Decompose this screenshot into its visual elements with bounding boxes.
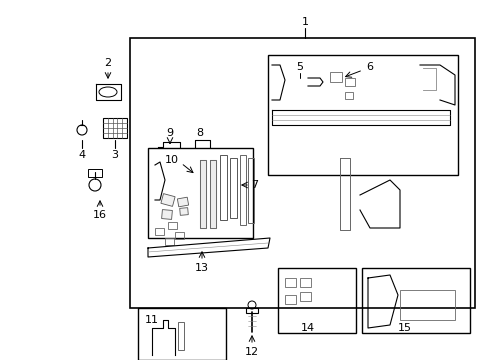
Bar <box>267 55 457 175</box>
Text: 9: 9 <box>166 128 173 138</box>
Bar <box>247 158 253 223</box>
Text: 13: 13 <box>195 263 208 273</box>
Bar <box>168 222 177 229</box>
Text: 7: 7 <box>251 180 258 190</box>
Bar <box>329 72 341 82</box>
Text: 15: 15 <box>397 323 411 333</box>
Bar <box>361 268 469 333</box>
Bar <box>345 92 352 99</box>
Text: 4: 4 <box>78 150 85 160</box>
Bar <box>103 118 127 138</box>
Text: 11: 11 <box>145 315 159 325</box>
Bar <box>178 322 183 350</box>
Polygon shape <box>200 160 205 228</box>
Text: 1: 1 <box>301 17 308 27</box>
Polygon shape <box>161 194 175 206</box>
Bar <box>399 290 454 320</box>
Text: 16: 16 <box>93 210 107 220</box>
Polygon shape <box>180 208 188 215</box>
Polygon shape <box>209 160 216 228</box>
Bar <box>148 148 252 238</box>
Bar <box>245 308 258 313</box>
Polygon shape <box>177 197 188 207</box>
Bar <box>278 268 355 333</box>
Bar <box>130 38 474 308</box>
Bar <box>285 278 295 287</box>
Bar <box>220 155 226 220</box>
Text: 6: 6 <box>366 62 373 72</box>
Text: 5: 5 <box>296 62 303 72</box>
Bar <box>175 232 183 239</box>
Text: 10: 10 <box>164 155 179 165</box>
Bar <box>345 78 354 86</box>
Bar <box>240 155 245 225</box>
Bar <box>88 169 102 177</box>
Text: 3: 3 <box>111 150 118 160</box>
Bar <box>155 228 163 235</box>
Text: 14: 14 <box>300 323 314 333</box>
Text: 8: 8 <box>196 128 203 138</box>
Bar <box>299 292 310 301</box>
Bar <box>229 158 237 218</box>
Bar <box>299 278 310 287</box>
Text: 2: 2 <box>104 58 111 68</box>
Bar <box>285 295 295 304</box>
Bar <box>164 238 174 245</box>
Bar <box>138 308 225 360</box>
Text: 12: 12 <box>244 347 259 357</box>
Polygon shape <box>162 210 172 219</box>
